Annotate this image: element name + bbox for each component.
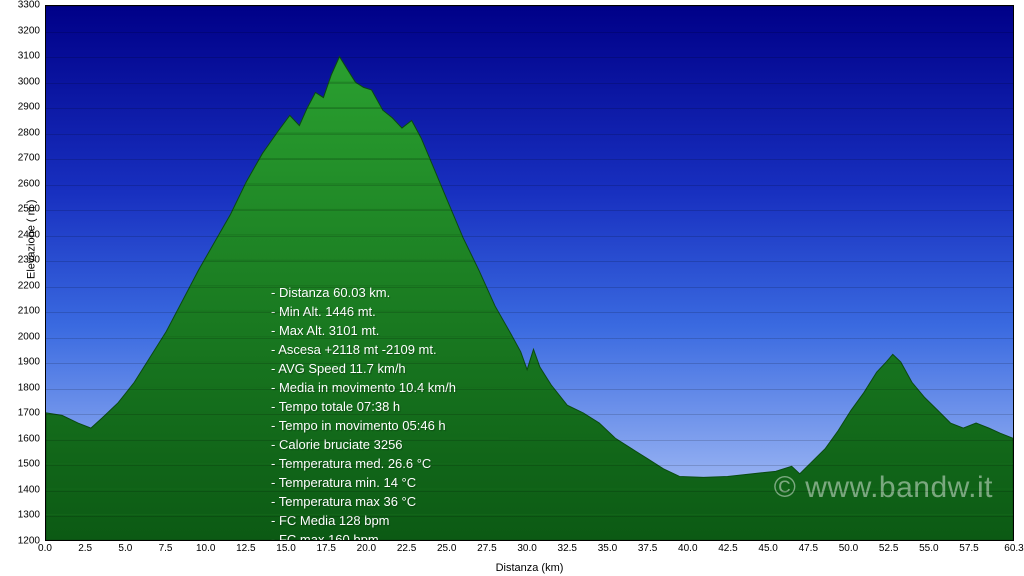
grid-line — [46, 6, 1013, 7]
x-tick: 45.0 — [758, 543, 777, 554]
x-tick: 17.5 — [316, 543, 335, 554]
x-tick: 30.0 — [517, 543, 536, 554]
grid-line — [46, 83, 1013, 84]
grid-line — [46, 363, 1013, 364]
x-tick: 2.5 — [78, 543, 92, 554]
grid-line — [46, 210, 1013, 211]
x-tick: 57.5 — [959, 543, 978, 554]
x-tick: 7.5 — [159, 543, 173, 554]
stat-line: Temperatura max 36 °C — [271, 492, 456, 511]
stat-line: Temperatura min. 14 °C — [271, 473, 456, 492]
x-axis: Distanza (km) 0.02.55.07.510.012.515.017… — [45, 541, 1014, 576]
stat-line: Ascesa +2118 mt -2109 mt. — [271, 340, 456, 359]
plot-area: Distanza 60.03 km.Min Alt. 1446 mt.Max A… — [45, 5, 1014, 541]
stats-overlay: Distanza 60.03 km.Min Alt. 1446 mt.Max A… — [271, 283, 456, 541]
y-tick: 2400 — [18, 229, 40, 240]
x-tick: 47.5 — [799, 543, 818, 554]
grid-line — [46, 465, 1013, 466]
stat-line: Calorie bruciate 3256 — [271, 435, 456, 454]
grid-line — [46, 414, 1013, 415]
grid-line — [46, 159, 1013, 160]
x-tick: 60.3 — [1004, 543, 1023, 554]
x-tick: 12.5 — [236, 543, 255, 554]
x-tick: 5.0 — [118, 543, 132, 554]
y-tick: 3200 — [18, 25, 40, 36]
x-tick: 32.5 — [558, 543, 577, 554]
stat-line: AVG Speed 11.7 km/h — [271, 359, 456, 378]
grid-line — [46, 261, 1013, 262]
y-tick: 2600 — [18, 178, 40, 189]
y-tick: 1900 — [18, 357, 40, 368]
y-tick: 1500 — [18, 459, 40, 470]
y-tick: 2100 — [18, 306, 40, 317]
elevation-profile — [46, 6, 1013, 540]
grid-line — [46, 338, 1013, 339]
y-tick: 1800 — [18, 382, 40, 393]
stat-line: Tempo in movimento 05:46 h — [271, 416, 456, 435]
x-axis-label: Distanza (km) — [496, 562, 564, 574]
x-tick: 25.0 — [437, 543, 456, 554]
x-tick: 55.0 — [919, 543, 938, 554]
y-tick: 1200 — [18, 536, 40, 547]
y-tick: 2800 — [18, 127, 40, 138]
grid-line — [46, 287, 1013, 288]
x-tick: 52.5 — [879, 543, 898, 554]
stat-line: Media in movimento 10.4 km/h — [271, 378, 456, 397]
stat-line: Temperatura med. 26.6 °C — [271, 454, 456, 473]
x-tick: 50.0 — [839, 543, 858, 554]
y-tick: 1300 — [18, 510, 40, 521]
y-tick: 3300 — [18, 0, 40, 11]
x-tick: 35.0 — [598, 543, 617, 554]
y-tick: 3100 — [18, 51, 40, 62]
x-tick: 20.0 — [357, 543, 376, 554]
x-tick: 40.0 — [678, 543, 697, 554]
x-tick: 37.5 — [638, 543, 657, 554]
y-tick: 2300 — [18, 255, 40, 266]
grid-line — [46, 32, 1013, 33]
grid-line — [46, 440, 1013, 441]
y-tick: 3000 — [18, 76, 40, 87]
stat-line: FC max 160 bpm — [271, 530, 456, 541]
x-tick: 27.5 — [477, 543, 496, 554]
y-tick: 2900 — [18, 102, 40, 113]
watermark: © www.bandw.it — [774, 471, 993, 505]
y-tick: 2500 — [18, 204, 40, 215]
x-tick: 0.0 — [38, 543, 52, 554]
grid-line — [46, 491, 1013, 492]
y-tick: 2700 — [18, 153, 40, 164]
y-tick: 2000 — [18, 331, 40, 342]
y-tick: 2200 — [18, 280, 40, 291]
stat-line: FC Media 128 bpm — [271, 511, 456, 530]
elevation-chart: Elevazione ( m ) 12001300140015001600170… — [0, 0, 1024, 576]
x-tick: 42.5 — [718, 543, 737, 554]
y-axis: Elevazione ( m ) 12001300140015001600170… — [0, 5, 45, 541]
grid-line — [46, 108, 1013, 109]
x-tick: 10.0 — [196, 543, 215, 554]
grid-line — [46, 57, 1013, 58]
x-tick: 22.5 — [397, 543, 416, 554]
y-tick: 1600 — [18, 433, 40, 444]
grid-line — [46, 389, 1013, 390]
y-tick: 1400 — [18, 484, 40, 495]
grid-line — [46, 185, 1013, 186]
grid-line — [46, 312, 1013, 313]
x-tick: 15.0 — [276, 543, 295, 554]
grid-line — [46, 134, 1013, 135]
stat-line: Tempo totale 07:38 h — [271, 397, 456, 416]
y-tick: 1700 — [18, 408, 40, 419]
grid-line — [46, 516, 1013, 517]
grid-line — [46, 236, 1013, 237]
